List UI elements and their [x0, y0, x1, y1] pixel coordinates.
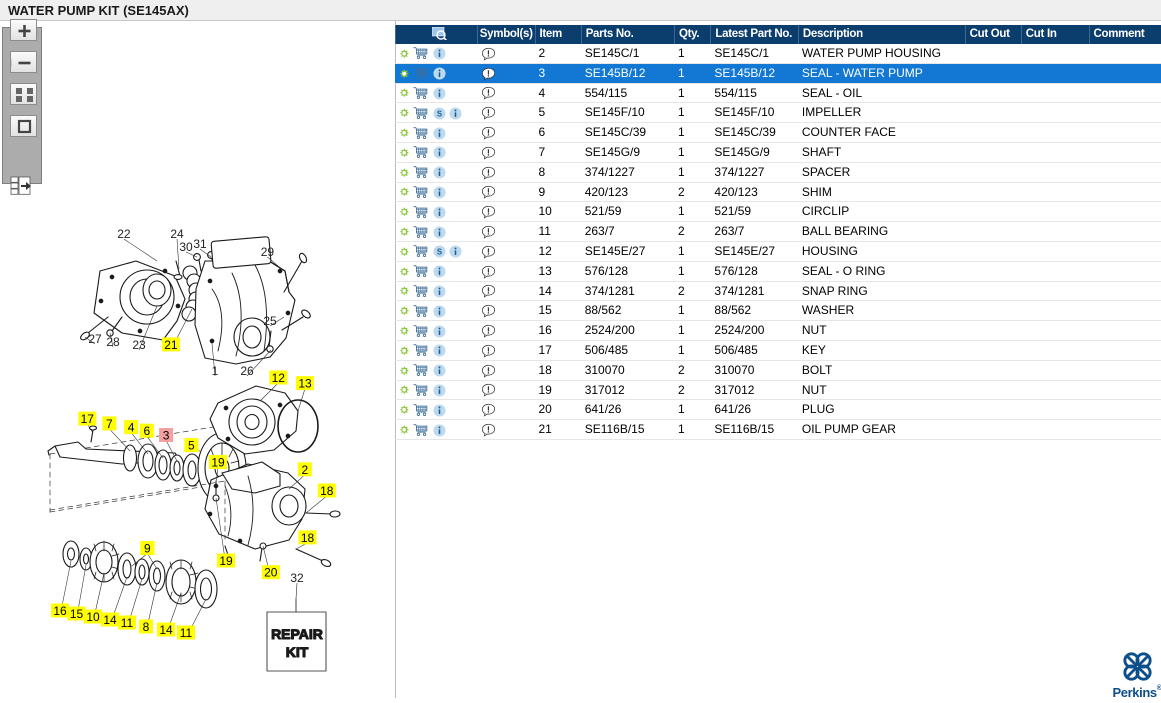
- svg-text:29: 29: [261, 245, 275, 259]
- svg-text:32: 32: [290, 571, 304, 585]
- svg-text:19: 19: [211, 456, 225, 470]
- svg-text:11: 11: [121, 616, 134, 630]
- svg-text:15: 15: [70, 607, 84, 621]
- svg-text:26: 26: [240, 364, 254, 378]
- svg-text:5: 5: [188, 439, 195, 453]
- svg-text:22: 22: [117, 227, 131, 241]
- svg-text:6: 6: [143, 424, 150, 438]
- svg-text:18: 18: [301, 531, 315, 545]
- svg-text:20: 20: [264, 566, 278, 580]
- svg-text:19: 19: [219, 554, 233, 568]
- svg-text:1: 1: [212, 364, 219, 378]
- svg-text:14: 14: [103, 613, 117, 627]
- svg-text:4: 4: [128, 421, 135, 435]
- svg-text:17: 17: [81, 412, 95, 426]
- svg-text:7: 7: [106, 417, 113, 431]
- svg-text:REPAIR: REPAIR: [271, 626, 323, 642]
- svg-text:9: 9: [144, 542, 151, 556]
- svg-text:27: 27: [88, 332, 102, 346]
- svg-text:8: 8: [143, 620, 150, 634]
- svg-text:3: 3: [163, 429, 170, 443]
- svg-text:S: S: [436, 109, 441, 118]
- svg-text:30: 30: [179, 240, 193, 254]
- svg-text:31: 31: [193, 237, 207, 251]
- svg-text:23: 23: [132, 338, 146, 352]
- svg-text:18: 18: [320, 484, 334, 498]
- svg-text:28: 28: [106, 335, 120, 349]
- svg-text:16: 16: [53, 604, 67, 618]
- svg-text:S: S: [436, 248, 441, 257]
- svg-text:10: 10: [86, 610, 100, 624]
- svg-text:25: 25: [263, 314, 277, 328]
- svg-text:12: 12: [272, 371, 286, 385]
- svg-text:13: 13: [298, 377, 312, 391]
- svg-text:2: 2: [301, 463, 308, 477]
- svg-text:KIT: KIT: [286, 644, 309, 660]
- svg-text:11: 11: [180, 626, 193, 640]
- svg-text:21: 21: [164, 338, 178, 352]
- svg-text:14: 14: [159, 623, 173, 637]
- svg-text:24: 24: [170, 227, 184, 241]
